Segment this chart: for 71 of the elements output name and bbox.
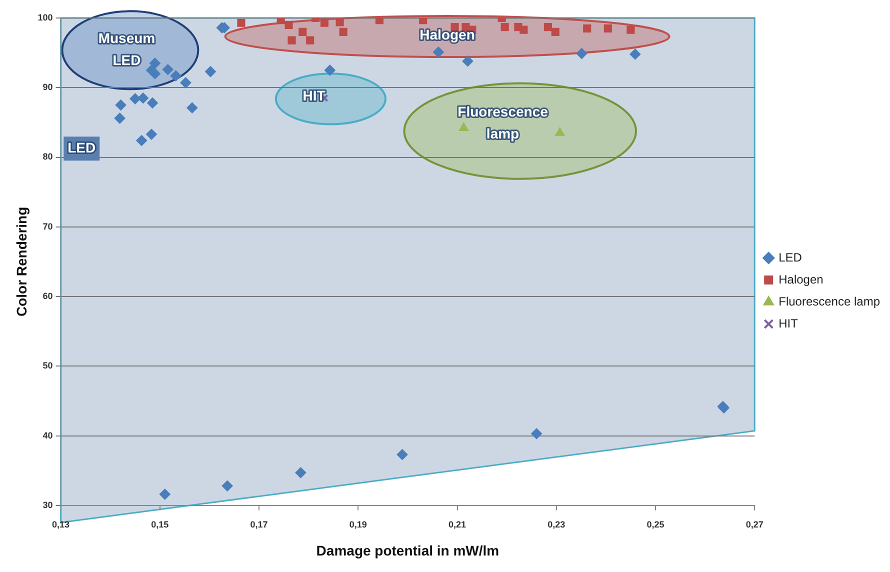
x-axis-title: Damage potential in mW/lm <box>316 542 500 558</box>
x-tick-label: 0,27 <box>746 519 764 530</box>
point <box>284 20 293 29</box>
x-tick-label: 0,19 <box>349 519 367 530</box>
y-axis-title: Color Rendering <box>13 206 30 317</box>
point <box>458 122 469 132</box>
point <box>396 449 408 460</box>
point <box>298 28 307 36</box>
legend-label: Fluorescence lamp <box>778 294 880 308</box>
legend-label: Halogen <box>778 272 824 286</box>
x-tick-label: 0,15 <box>151 519 169 530</box>
point <box>419 18 428 24</box>
point <box>146 128 158 140</box>
point <box>626 26 635 34</box>
point <box>114 112 126 124</box>
point <box>583 24 592 32</box>
y-tick-label: 90 <box>42 82 53 92</box>
y-tick-label: 80 <box>42 152 53 162</box>
point <box>520 26 528 34</box>
point <box>336 18 344 26</box>
point <box>180 77 192 88</box>
point <box>288 36 296 44</box>
point <box>462 56 474 67</box>
annotation: Halogen <box>420 26 475 42</box>
point <box>204 66 216 78</box>
x-tick-label: 0,13 <box>52 519 70 530</box>
annotation: LED <box>68 139 96 156</box>
annotation: HIT <box>302 87 326 104</box>
point <box>136 135 148 146</box>
y-tick-label: 60 <box>42 291 53 301</box>
point <box>237 18 246 27</box>
y-tick-label: 100 <box>38 12 53 22</box>
point <box>138 92 149 104</box>
point <box>339 28 348 36</box>
point <box>222 480 233 492</box>
point <box>162 64 174 76</box>
point <box>276 18 285 24</box>
x-tick-label: 0,17 <box>250 519 268 530</box>
point <box>159 488 170 500</box>
point <box>295 467 306 478</box>
point <box>149 68 160 80</box>
y-tick-label: 40 <box>42 430 53 440</box>
point <box>531 428 542 440</box>
legend-label: HIT <box>778 316 799 330</box>
point <box>555 127 565 136</box>
point <box>324 64 336 76</box>
x-tick-label: 0,23 <box>548 519 566 530</box>
point <box>432 46 444 58</box>
point <box>630 48 641 60</box>
annotation: Fluorescence lamp <box>458 104 548 142</box>
point <box>170 70 182 82</box>
y-tick-label: 70 <box>42 221 53 232</box>
point <box>544 23 552 32</box>
point <box>375 18 384 24</box>
point <box>320 18 328 27</box>
point <box>306 36 314 44</box>
y-tick-label: 30 <box>42 500 53 510</box>
x-tick-label: 0,25 <box>646 519 664 530</box>
point <box>604 24 612 32</box>
point <box>130 93 141 104</box>
annotation: Museum LED <box>98 30 156 68</box>
point <box>576 48 588 60</box>
point <box>500 23 509 32</box>
point <box>551 28 560 36</box>
point <box>149 58 160 69</box>
point <box>186 102 198 114</box>
point <box>115 100 126 111</box>
legend-label: LED <box>778 250 802 264</box>
x-tick-label: 0,21 <box>448 519 466 530</box>
point <box>147 97 158 108</box>
y-tick-label: 50 <box>42 360 53 371</box>
